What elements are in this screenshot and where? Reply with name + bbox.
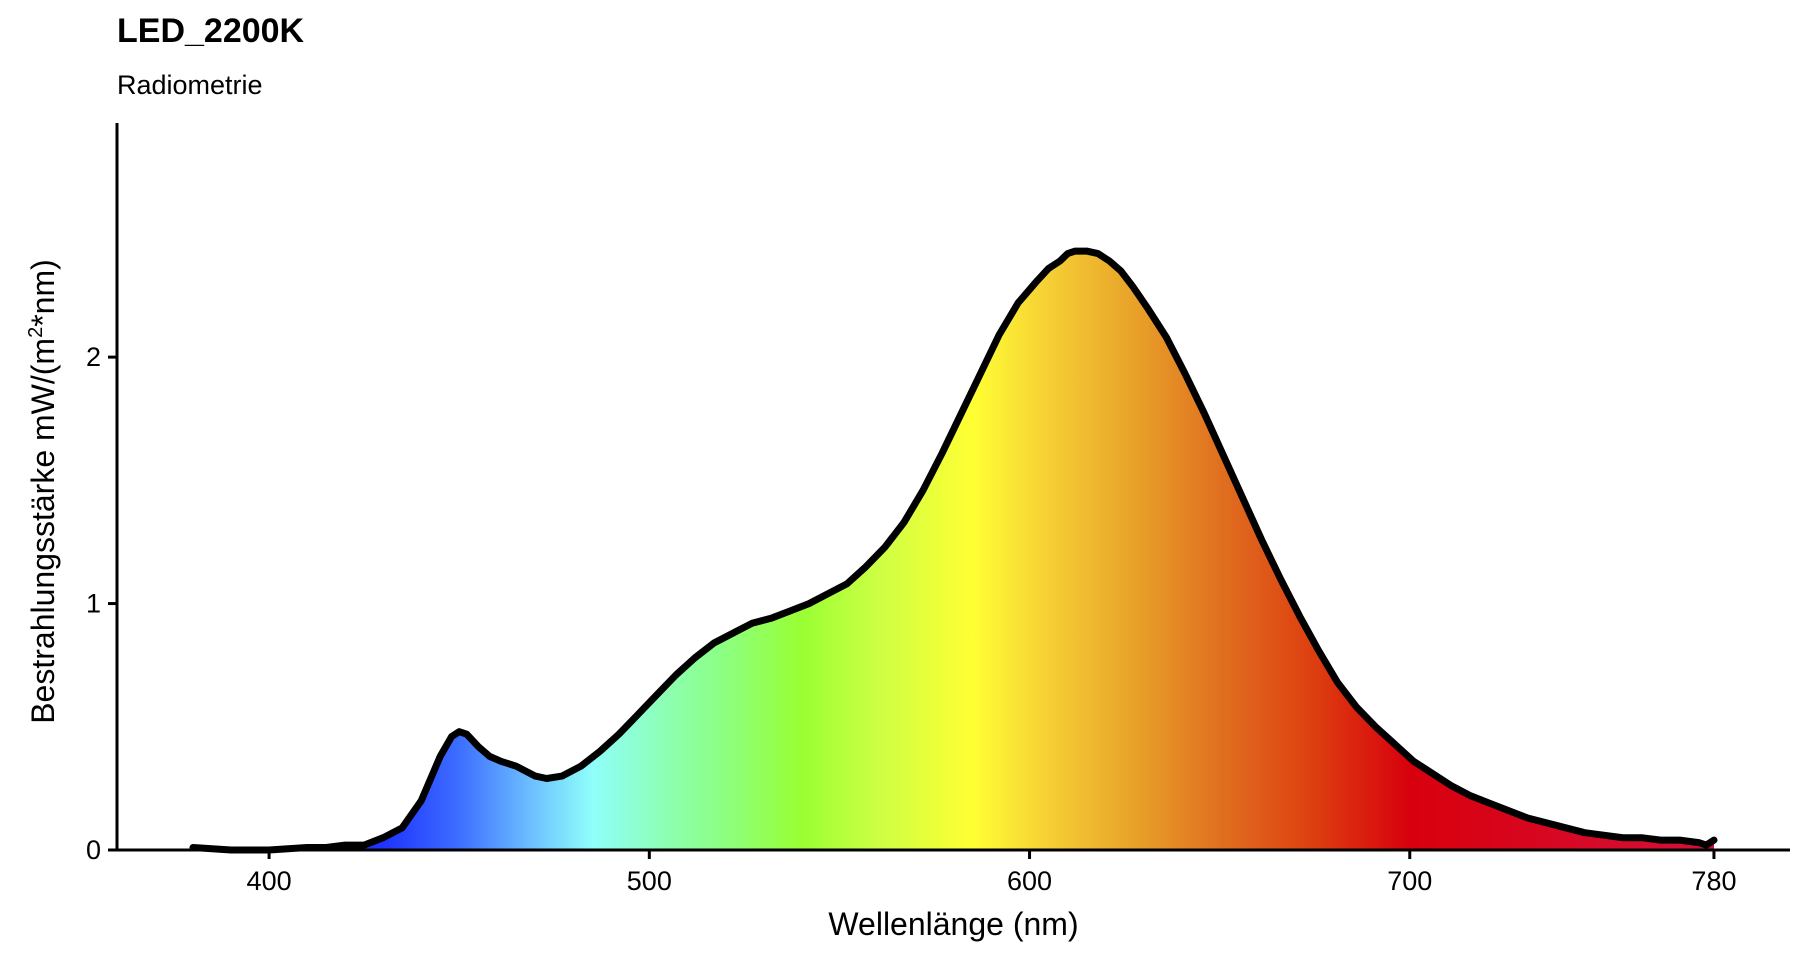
y-axis-title-superscript: 2 xyxy=(25,327,47,338)
y-tick-label: 2 xyxy=(86,342,101,372)
y-axis-title-main: Bestrahlungsstärke mW/(m xyxy=(25,338,61,724)
x-axis-ticks: 400 500 600 700 780 xyxy=(247,850,1736,896)
spectrum-line xyxy=(189,247,1718,854)
chart-subtitle: Radiometrie xyxy=(117,70,263,100)
y-axis-title-end: *nm) xyxy=(25,259,61,327)
x-axis-title: Wellenlänge (nm) xyxy=(828,906,1078,942)
x-tick-label: 700 xyxy=(1387,866,1432,896)
y-tick-label: 0 xyxy=(86,835,101,865)
y-axis-ticks: 0 1 2 xyxy=(86,342,117,865)
x-tick-label: 500 xyxy=(627,866,672,896)
y-tick-label: 1 xyxy=(86,589,101,619)
y-axis-title: Bestrahlungsstärke mW/(m2*nm) xyxy=(25,259,61,724)
x-tick-label: 780 xyxy=(1691,866,1736,896)
chart-title: LED_2200K xyxy=(117,12,305,50)
x-tick-label: 400 xyxy=(247,866,292,896)
spectrum-area-fill xyxy=(193,251,1714,851)
x-tick-label: 600 xyxy=(1007,866,1052,896)
